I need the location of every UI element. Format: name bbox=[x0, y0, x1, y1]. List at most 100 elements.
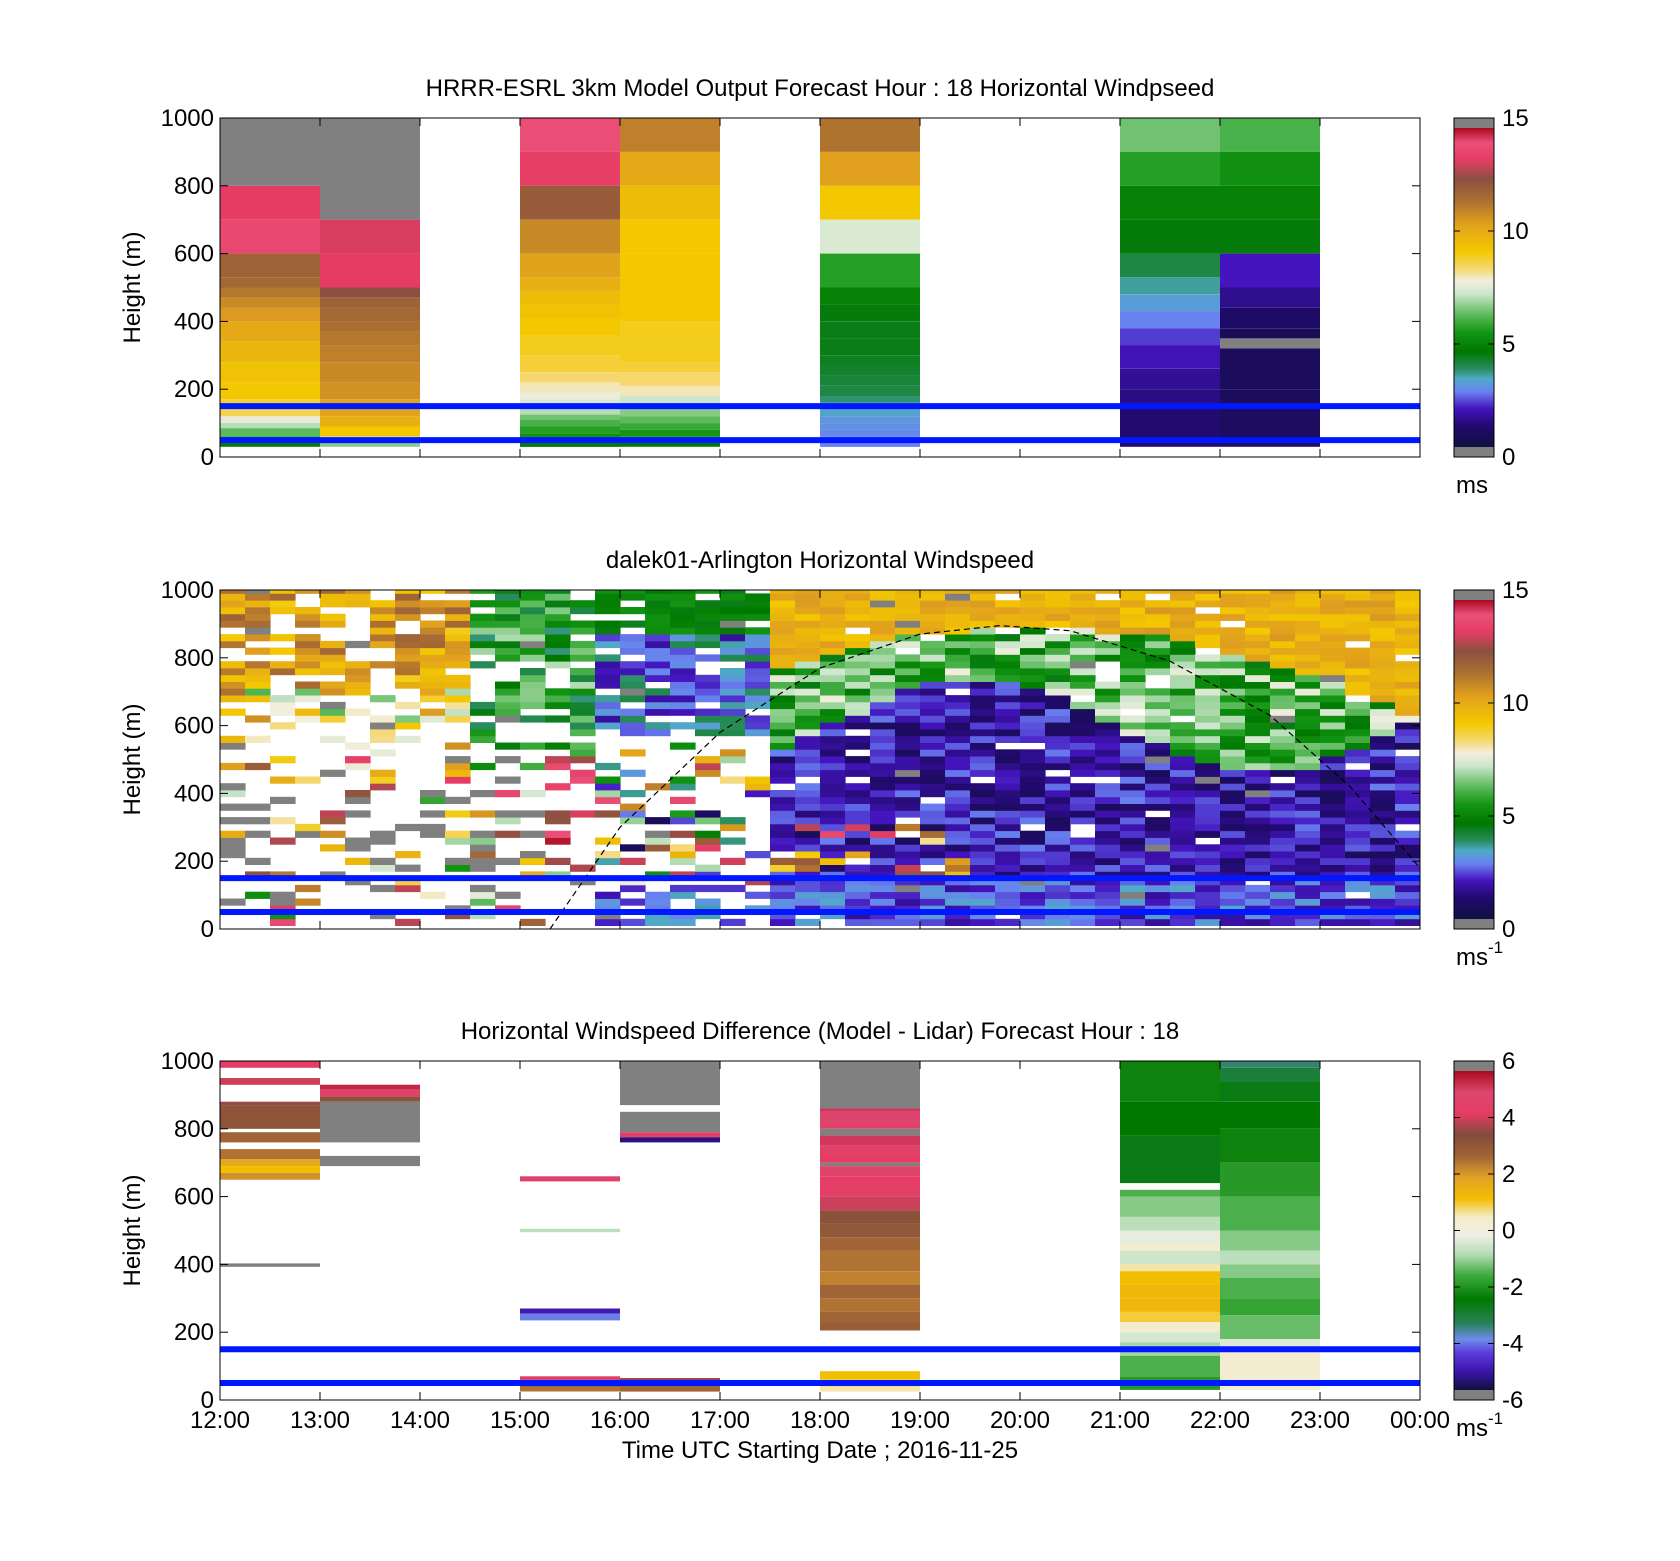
heatmap-cell bbox=[720, 837, 746, 845]
heatmap-cell bbox=[1020, 905, 1046, 913]
heatmap-cell bbox=[870, 640, 896, 649]
heatmap-cell bbox=[520, 871, 546, 879]
x-tick-label: 13:00 bbox=[290, 1407, 350, 1434]
heatmap-cell bbox=[770, 722, 796, 730]
heatmap-cell bbox=[970, 634, 996, 642]
heatmap-cell bbox=[1195, 783, 1221, 791]
heatmap-cell bbox=[1070, 661, 1096, 669]
heatmap-cell bbox=[870, 647, 896, 655]
heatmap-cell bbox=[870, 769, 896, 777]
heatmap-cell bbox=[1295, 762, 1321, 771]
heatmap-cell bbox=[745, 661, 771, 669]
heatmap-cell bbox=[920, 661, 946, 669]
heatmap-cell bbox=[295, 590, 321, 594]
heatmap-cell bbox=[1095, 830, 1121, 838]
heatmap-cell bbox=[795, 796, 821, 804]
heatmap-cell bbox=[1070, 729, 1096, 737]
heatmap-cell bbox=[395, 647, 421, 655]
heatmap-cell bbox=[1295, 878, 1321, 886]
heatmap-cell bbox=[370, 627, 396, 635]
heatmap-cell bbox=[570, 654, 596, 662]
heatmap-cell bbox=[820, 735, 846, 743]
heatmap-cell bbox=[845, 912, 871, 920]
heatmap-cell bbox=[1320, 742, 1346, 750]
heatmap-cell bbox=[820, 409, 920, 417]
heatmap-cell bbox=[845, 918, 871, 926]
heatmap-cell bbox=[1120, 1271, 1220, 1285]
colorbar-over-segment bbox=[1454, 590, 1494, 600]
heatmap-cell bbox=[220, 898, 246, 906]
heatmap-cell bbox=[920, 627, 946, 635]
heatmap-cell bbox=[220, 600, 246, 608]
heatmap-cell bbox=[1320, 600, 1346, 608]
heatmap-cell bbox=[345, 762, 371, 771]
heatmap-cell bbox=[970, 668, 996, 676]
heatmap-cell bbox=[820, 1108, 920, 1112]
heatmap-cell bbox=[720, 593, 746, 601]
heatmap-cell bbox=[1395, 864, 1420, 872]
heatmap-cell bbox=[1045, 891, 1071, 899]
heatmap-cell bbox=[220, 362, 320, 383]
heatmap-cell bbox=[1045, 647, 1071, 655]
heatmap-cell bbox=[320, 620, 346, 628]
heatmap-cell bbox=[495, 830, 521, 838]
heatmap-cell bbox=[645, 708, 671, 716]
heatmap-cell bbox=[770, 830, 796, 838]
heatmap-cell bbox=[1120, 790, 1146, 798]
y-tick-label: 600 bbox=[174, 1184, 214, 1211]
heatmap-cell bbox=[1245, 593, 1271, 601]
heatmap-cell bbox=[1370, 912, 1396, 920]
heatmap-cell bbox=[695, 830, 721, 838]
heatmap-cell bbox=[545, 688, 571, 696]
heatmap-cell bbox=[370, 912, 396, 920]
heatmap-cell bbox=[1220, 918, 1246, 926]
heatmap-cell bbox=[1345, 857, 1371, 865]
heatmap-cell bbox=[670, 871, 696, 879]
heatmap-cell bbox=[1070, 668, 1096, 676]
heatmap-cell bbox=[370, 715, 396, 723]
heatmap-cell bbox=[720, 756, 746, 764]
heatmap-cell bbox=[895, 783, 921, 791]
heatmap-cell bbox=[945, 627, 971, 635]
heatmap-cell bbox=[795, 918, 821, 926]
heatmap-cell bbox=[920, 851, 946, 859]
heatmap-cell bbox=[1295, 735, 1321, 743]
heatmap-cell bbox=[1370, 837, 1396, 845]
heatmap-cell bbox=[1370, 674, 1396, 682]
heatmap-cell bbox=[970, 851, 996, 859]
heatmap-cell bbox=[595, 762, 621, 771]
heatmap-cell bbox=[220, 399, 320, 407]
heatmap-cell bbox=[820, 871, 846, 879]
heatmap-cell bbox=[670, 620, 696, 628]
heatmap-cell bbox=[720, 701, 746, 710]
heatmap-cell bbox=[795, 729, 821, 737]
heatmap-cell bbox=[1270, 661, 1296, 669]
heatmap-cell bbox=[920, 783, 946, 791]
heatmap-cell bbox=[420, 607, 446, 615]
heatmap-cell bbox=[995, 729, 1021, 737]
heatmap-cell bbox=[795, 722, 821, 730]
heatmap-cell bbox=[845, 878, 871, 886]
heatmap-cell bbox=[1395, 891, 1420, 899]
heatmap-cell bbox=[870, 695, 896, 703]
heatmap-cell bbox=[995, 871, 1021, 879]
heatmap-cell bbox=[1245, 640, 1271, 649]
heatmap-cell bbox=[845, 722, 871, 730]
heatmap-cell bbox=[795, 634, 821, 642]
heatmap-cell bbox=[1120, 756, 1146, 764]
heatmap-cell bbox=[495, 627, 521, 635]
heatmap-cell bbox=[770, 640, 796, 649]
heatmap-cell bbox=[570, 756, 596, 764]
heatmap-cell bbox=[770, 620, 796, 628]
heatmap-cell bbox=[720, 590, 746, 594]
heatmap-cell bbox=[1145, 857, 1171, 865]
heatmap-cell bbox=[245, 593, 271, 601]
heatmap-cell bbox=[1270, 912, 1296, 920]
heatmap-cell bbox=[1195, 790, 1221, 798]
heatmap-cell bbox=[495, 905, 521, 913]
heatmap-cell bbox=[1170, 912, 1196, 920]
heatmap-cell bbox=[395, 715, 421, 723]
heatmap-cell bbox=[945, 701, 971, 710]
heatmap-cell bbox=[1170, 620, 1196, 628]
heatmap-cell bbox=[520, 253, 620, 278]
